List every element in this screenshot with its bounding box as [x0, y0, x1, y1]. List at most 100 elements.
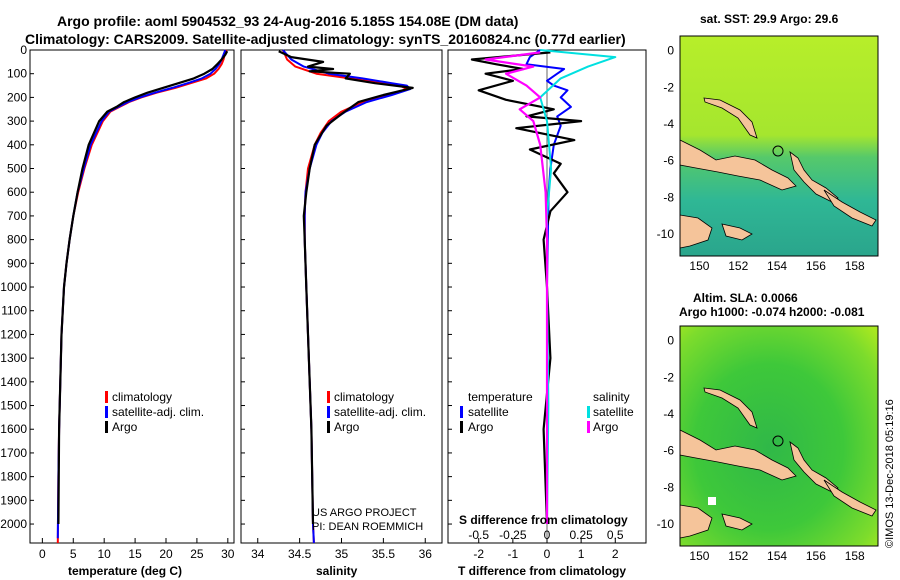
sst-land [679, 97, 877, 249]
depth-tick-label: 2000 [0, 517, 27, 531]
depth-tick-label: 1600 [0, 422, 27, 436]
lon-tick-label: 156 [806, 259, 826, 273]
imos-watermark: ©IMOS 13-Dec-2018 05:19:16 [884, 399, 896, 548]
lon-tick-label: 152 [728, 259, 748, 273]
land-bougainville [789, 151, 839, 203]
legend-clim-swatch [105, 391, 108, 403]
legend-sat-label: satellite-adj. clim. [334, 405, 426, 419]
depth-tick-label: 1300 [0, 351, 27, 365]
x-tick-label: -2 [473, 547, 484, 561]
x-tick-label: 5 [70, 547, 77, 561]
land-new-guinea [679, 429, 797, 481]
x-tick-label: 1 [578, 547, 585, 561]
series-satellite-adj-clim- [56, 49, 227, 539]
depth-tick-label: 500 [7, 162, 27, 176]
s-diff-tick-label: 0.5 [607, 528, 624, 542]
lat-tick-label: -10 [657, 227, 675, 241]
legend-s-argo-swatch [587, 421, 590, 433]
lon-tick-label: 154 [767, 259, 787, 273]
depth-tick-label: 1800 [0, 470, 27, 484]
s-diff-tick-label: 0.25 [569, 528, 593, 542]
x-tick-label: 25 [190, 547, 204, 561]
no-data-patch [708, 497, 716, 505]
series-t-argo [470, 51, 583, 525]
salinity-panel: 34 34.5 35 35.5 36 salinity climatology sate… [240, 49, 443, 578]
sla-map-frame [679, 325, 879, 547]
legend-t-sat-label: satellite [468, 405, 509, 419]
s-diff-tick-labels: -0.5 -0.25 0 0.25 0.5 [468, 528, 624, 542]
series-satellite-adj-clim- [282, 49, 412, 544]
depth-tick-label: 800 [7, 233, 27, 247]
difference-lines [470, 49, 617, 525]
series-argo [278, 50, 414, 525]
x-tick-label: 2 [612, 547, 619, 561]
x-tick-label: 30 [221, 547, 235, 561]
legend-salinity-title: salinity [593, 390, 630, 404]
depth-tick-label: 0 [20, 43, 27, 57]
sla-map-title: Altim. SLA: 0.0066 [693, 291, 798, 305]
t-diff-xlabel: T difference from climatology [458, 564, 626, 578]
argo-location-marker [772, 435, 784, 447]
x-tick-label: 10 [98, 547, 112, 561]
temperature-axes-frame [29, 49, 235, 544]
depth-tick-label: 700 [7, 209, 27, 223]
legend-clim-label: climatology [112, 390, 172, 404]
salinity-legend: climatology satellite-adj. clim. Argo [327, 390, 426, 434]
salinity-axes-frame [240, 49, 443, 544]
lat-tick-label: -6 [663, 444, 674, 458]
sst-map-panel: sat. SST: 29.9 Argo: 29.6 150 152 154 156 15… [657, 12, 879, 273]
depth-tick-label: 1200 [0, 327, 27, 341]
temperature-legend: climatology satellite-adj. clim. Argo [105, 390, 204, 434]
legend-t-argo-swatch [460, 421, 463, 433]
depth-tick-label: 600 [7, 185, 27, 199]
credit-project: US ARGO PROJECT [312, 507, 417, 519]
legend-t-sat-swatch [460, 406, 463, 418]
depth-tick-label: 400 [7, 138, 27, 152]
x-tick-label: 35.5 [372, 547, 396, 561]
legend-clim-swatch [327, 391, 330, 403]
sla-map-subtitle: Argo h1000: -0.074 h2000: -0.081 [679, 305, 865, 319]
lat-tick-label: -8 [663, 190, 674, 204]
depth-tick-label: 1000 [0, 280, 27, 294]
lat-tick-label: -8 [663, 480, 674, 494]
depth-tick-label: 100 [7, 67, 27, 81]
difference-panel: -2 -1 0 1 2 -0.5 -0.25 0 0.25 0.5 T difference f… [447, 49, 647, 578]
legend-clim-label: climatology [334, 390, 394, 404]
lat-tick-label: -6 [663, 154, 674, 168]
s-diff-xlabel: S difference from climatology [459, 513, 628, 527]
depth-tick-label: 1700 [0, 446, 27, 460]
lon-tick-label: 158 [845, 259, 865, 273]
sst-map-title: sat. SST: 29.9 Argo: 29.6 [700, 12, 839, 26]
lat-tick-label: -4 [663, 407, 674, 421]
legend-temperature-title: temperature [468, 390, 533, 404]
sla-land [679, 387, 877, 539]
legend-argo-label: Argo [112, 420, 138, 434]
legend-s-argo-label: Argo [593, 420, 619, 434]
lon-tick-label: 152 [728, 549, 748, 563]
x-tick-label: 34.5 [288, 547, 312, 561]
land-new-guinea [679, 139, 797, 191]
x-tick-label: 20 [159, 547, 173, 561]
depth-tick-label: 1100 [1, 304, 27, 318]
land-bougainville [789, 441, 839, 493]
lat-tick-label: -4 [663, 117, 674, 131]
sla-map-ticks: 150 152 154 156 158 0 -2 -4 -6 -8 -10 [657, 334, 865, 563]
x-tick-label: 15 [128, 547, 142, 561]
land-solomon [823, 189, 877, 227]
sst-map-ticks: 150 152 154 156 158 0 -2 -4 -6 -8 -10 [657, 44, 865, 273]
argo-location-marker [772, 145, 784, 157]
legend-s-sat-swatch [587, 406, 590, 418]
series-climatology [281, 49, 408, 544]
salinity-tick-labels: 34 34.5 35 35.5 36 [251, 538, 432, 561]
depth-tick-label: 1500 [0, 399, 27, 413]
sla-map-panel: Altim. SLA: 0.0066 Argo h1000: -0.074 h2… [657, 291, 896, 563]
depth-tick-label: 1900 [0, 493, 27, 507]
legend-t-argo-label: Argo [468, 420, 494, 434]
lon-tick-label: 158 [845, 549, 865, 563]
lat-tick-label: -10 [657, 517, 675, 531]
depth-tick-labels: 0 100 200 300 400 500 600 700 800 900 1000 1100 1200… [0, 43, 452, 531]
lon-tick-label: 156 [806, 549, 826, 563]
temperature-lines [56, 49, 229, 544]
land-solomon [823, 479, 877, 517]
